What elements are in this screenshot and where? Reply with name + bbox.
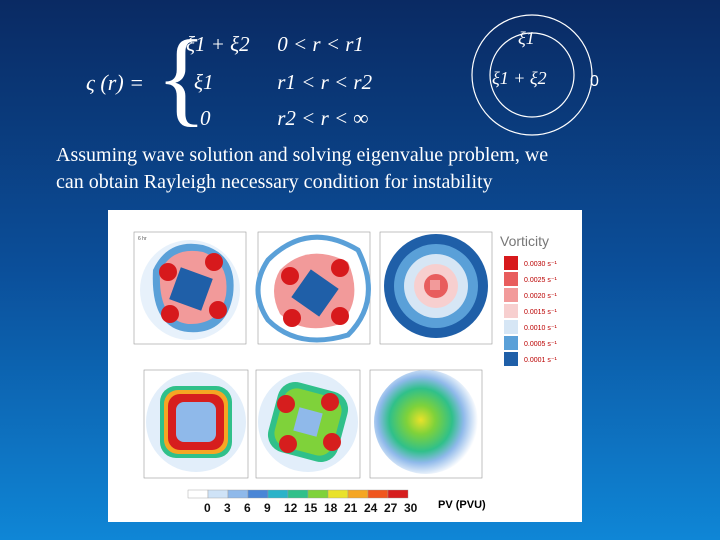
pv-colorbar: 0 3 6 9 12 15 18 21 24 27 30 PV (PVU) xyxy=(187,489,486,515)
vorticity-swatch xyxy=(504,352,518,366)
vorticity-legend-label: 0.0005 s⁻¹ xyxy=(524,341,558,348)
concentric-vortex-diagram: ξ1 ξ1 + ξ2 0 xyxy=(471,14,599,136)
panel-bottom-right xyxy=(369,369,483,479)
caption-text: Assuming wave solution and solving eigen… xyxy=(56,142,666,196)
equation-row-1: ξ1 + ξ2 0 < r < r1 xyxy=(186,32,364,57)
figure-canvas: 6 hr Vorticity 0.0030 s⁻¹ 0.0025 s⁻¹ xyxy=(133,231,558,515)
pv-tick-label: 6 xyxy=(244,501,251,515)
inner-label: ξ1 + ξ2 xyxy=(492,68,547,88)
pv-swatch xyxy=(307,489,329,499)
panel-bottom-left xyxy=(143,369,249,479)
row-2-range: r1 < r < r2 xyxy=(277,70,373,94)
pv-swatch xyxy=(207,489,229,499)
row-2-value: ξ1 xyxy=(194,70,214,94)
panel-tl-tag: 6 hr xyxy=(138,236,147,242)
vorticity-swatch xyxy=(504,256,518,270)
pv-swatch xyxy=(267,489,289,499)
caption-line-1: Assuming wave solution and solving eigen… xyxy=(56,144,549,166)
vorticity-swatch xyxy=(504,320,518,334)
vorticity-swatch xyxy=(504,288,518,302)
vorticity-legend-label: 0.0025 s⁻¹ xyxy=(524,277,558,284)
vorticity-swatch xyxy=(504,304,518,318)
equation-brace: { xyxy=(156,19,207,136)
panel-top-right xyxy=(379,231,493,345)
vorticity-legend-label: 0.0015 s⁻¹ xyxy=(524,309,558,316)
panel-top-middle xyxy=(255,231,371,345)
pv-tick-label: 3 xyxy=(224,501,231,515)
panel-bottom-middle xyxy=(255,369,361,479)
equation-row-2: ξ1 r1 < r < r2 xyxy=(186,70,372,95)
vorticity-legend: Vorticity 0.0030 s⁻¹ 0.0025 s⁻¹ 0.0020 s⁻¹… xyxy=(500,233,558,366)
row-1-range: 0 < r < r1 xyxy=(277,32,364,56)
simulation-figure: 6 hr Vorticity 0.0030 s⁻¹ 0.0025 s⁻¹ xyxy=(108,210,582,522)
pv-tick-label: 24 xyxy=(364,501,378,515)
inner-circle xyxy=(489,32,575,118)
vorticity-title: Vorticity xyxy=(500,233,549,249)
vorticity-legend-label: 0.0001 s⁻¹ xyxy=(524,357,558,364)
panel-top-left: 6 hr xyxy=(133,231,247,345)
outside-label: 0 xyxy=(590,73,599,90)
vorticity-swatch xyxy=(504,272,518,286)
vorticity-legend-label: 0.0020 s⁻¹ xyxy=(524,293,558,300)
pv-tick-label: 15 xyxy=(304,501,318,515)
vorticity-legend-label: 0.0030 s⁻¹ xyxy=(524,261,558,268)
pv-swatch xyxy=(327,489,349,499)
row-3-range: r2 < r < ∞ xyxy=(277,106,369,130)
pv-swatch xyxy=(367,489,389,499)
row-3-value: 0 xyxy=(200,106,211,130)
pv-tick-label: 30 xyxy=(404,501,418,515)
equation-row-3: 0 r2 < r < ∞ xyxy=(186,106,368,131)
pv-tick-label: 9 xyxy=(264,501,271,515)
pv-swatch xyxy=(287,489,309,499)
pv-swatch xyxy=(187,489,209,499)
outer-label: ξ1 xyxy=(518,28,535,48)
vorticity-legend-label: 0.0010 s⁻¹ xyxy=(524,325,558,332)
pv-swatch xyxy=(347,489,369,499)
row-1-value: ξ1 + ξ2 xyxy=(186,32,250,56)
pv-tick-label: 18 xyxy=(324,501,338,515)
equation-lhs: ς (r) = xyxy=(86,70,144,95)
pv-tick-label: 21 xyxy=(344,501,358,515)
pv-label: PV (PVU) xyxy=(438,499,486,511)
pv-swatch xyxy=(387,489,409,499)
pv-swatch xyxy=(247,489,269,499)
outer-circle xyxy=(471,14,593,136)
pv-swatch xyxy=(227,489,249,499)
pv-tick-label: 27 xyxy=(384,501,398,515)
caption-line-2: can obtain Rayleigh necessary condition … xyxy=(56,171,493,193)
piecewise-equation: ς (r) = { ξ1 + ξ2 0 < r < r1 ξ1 r1 < r <… xyxy=(86,19,386,138)
pv-tick-label: 0 xyxy=(204,501,211,515)
pv-tick-label: 12 xyxy=(284,501,298,515)
vorticity-swatch xyxy=(504,336,518,350)
